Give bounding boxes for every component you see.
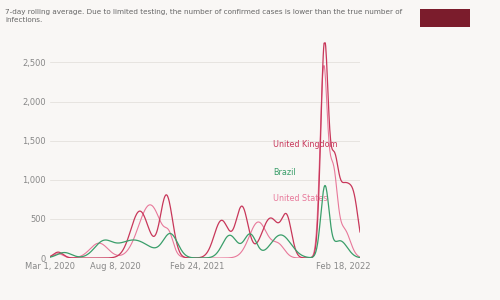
Text: United Kingdom: United Kingdom bbox=[273, 140, 338, 148]
Text: 7-day rolling average. Due to limited testing, the number of confirmed cases is : 7-day rolling average. Due to limited te… bbox=[5, 9, 402, 23]
Text: United States: United States bbox=[273, 194, 328, 203]
Text: Brazil: Brazil bbox=[273, 168, 296, 177]
